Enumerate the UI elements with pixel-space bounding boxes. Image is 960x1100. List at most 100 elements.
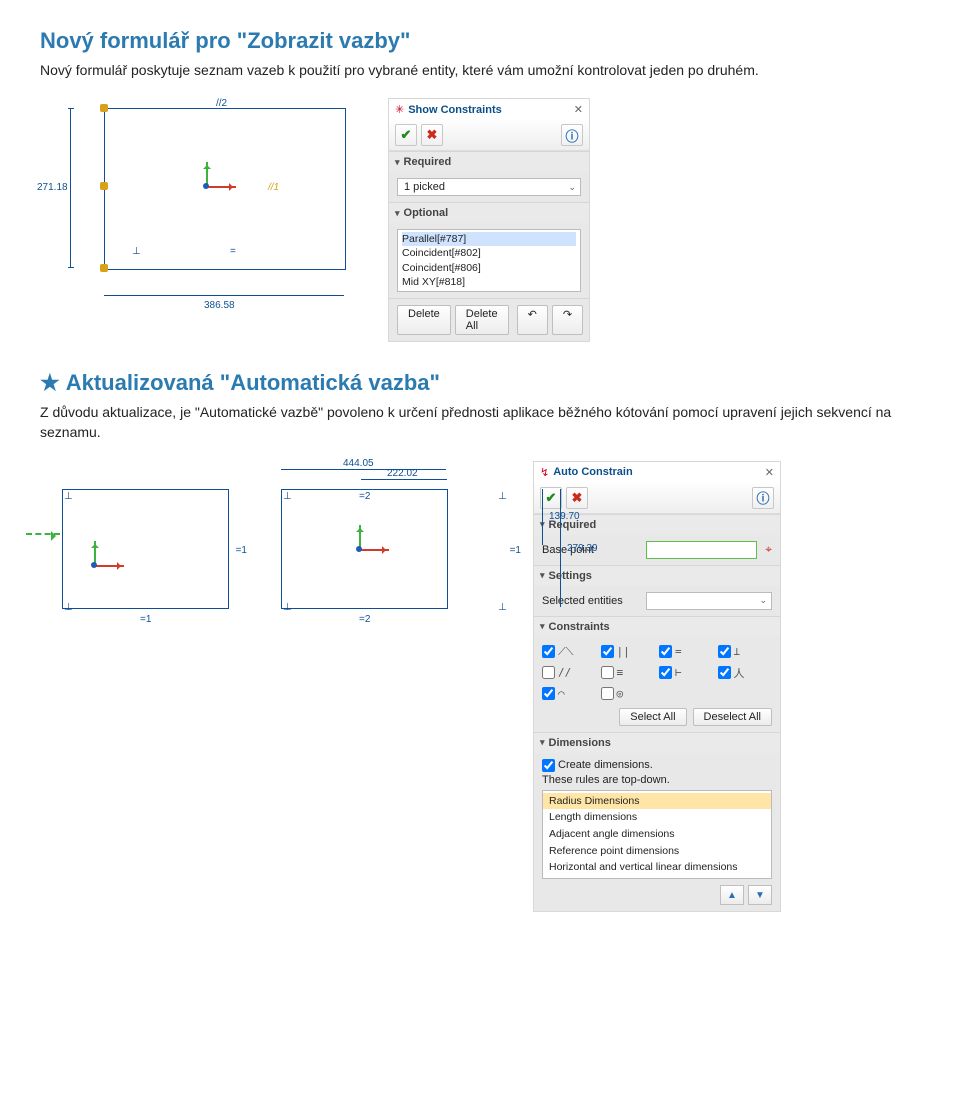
- constraint-checkbox-input[interactable]: [718, 645, 731, 658]
- constraint-checkbox[interactable]: ⌒: [542, 687, 597, 700]
- constraint-checkbox[interactable]: ⟋⟍: [542, 645, 597, 659]
- constraint-checkbox[interactable]: ||: [601, 645, 656, 659]
- eq-label: =2: [359, 491, 370, 502]
- constraint-checkbox-input[interactable]: [601, 645, 614, 658]
- constraint-checkbox-input[interactable]: [659, 666, 672, 679]
- constraint-symbol: ⌒: [558, 687, 565, 700]
- dlg2-constraints-head[interactable]: Constraints: [534, 617, 780, 637]
- heading-auto-constrain: ★Aktualizovaná "Automatická vazba": [40, 370, 920, 396]
- dlg1-constraints-list[interactable]: Parallel[#787] Coincident[#802] Coincide…: [397, 229, 581, 292]
- selent-label: Selected entities: [542, 595, 638, 607]
- constraint-checkbox-input[interactable]: [601, 666, 614, 679]
- marker: [100, 104, 108, 112]
- dimensions-list[interactable]: Radius Dimensions Length dimensions Adja…: [542, 790, 772, 879]
- cancel-button[interactable]: ✖: [566, 487, 588, 509]
- constraint-checkbox-input[interactable]: [542, 645, 555, 658]
- topdown-label: These rules are top-down.: [542, 774, 772, 786]
- cancel-button[interactable]: ✖: [421, 124, 443, 146]
- sketch1-dim-bottom: 386.58: [104, 295, 344, 296]
- move-down-button[interactable]: ▼: [748, 885, 772, 905]
- constraint-checkbox[interactable]: =: [659, 645, 714, 659]
- sketch2-right: 444.05 222.02 139.70 279.39 ⊥ ⊥ ⊥ ⊥ =1 =…: [259, 461, 519, 631]
- dim-half-value: 222.02: [387, 468, 418, 479]
- dlg2-dimensions-section: Dimensions Create dimensions. These rule…: [534, 732, 780, 911]
- selent-input[interactable]: ⌄: [646, 592, 772, 610]
- create-dims-label: Create dimensions.: [558, 759, 653, 771]
- marker: [100, 182, 108, 190]
- constraint-checkbox[interactable]: ⊢: [659, 665, 714, 681]
- constraint-checkbox-input[interactable]: [659, 645, 672, 658]
- constraint-checkbox-input[interactable]: [542, 687, 555, 700]
- constraint-symbol: ⊥: [734, 645, 741, 658]
- dim-h2-value: 279.39: [567, 543, 598, 554]
- dlg1-optional-section: Optional Parallel[#787] Coincident[#802]…: [389, 202, 589, 298]
- select-all-button[interactable]: Select All: [619, 708, 686, 726]
- list-item[interactable]: Reference point dimensions: [543, 843, 771, 860]
- sketch1-mid-right-label: //1: [268, 182, 279, 193]
- sketch2-left: ⊥ ⊥ =1 =1: [40, 461, 245, 631]
- create-dims-checkbox[interactable]: Create dimensions.: [542, 759, 772, 772]
- close-icon[interactable]: ✕: [765, 466, 774, 479]
- delete-all-button[interactable]: Delete All: [455, 305, 509, 335]
- list-item[interactable]: Parallel[#787]: [402, 232, 576, 246]
- info-button[interactable]: ⓘ: [561, 124, 583, 146]
- undo-button[interactable]: ↶: [517, 305, 548, 335]
- dlg1-required-value: 1 picked: [404, 181, 445, 193]
- dlg2-titlebar: ↯ Auto Constrain ✕: [534, 462, 780, 483]
- dlg2-title: Auto Constrain: [553, 466, 632, 478]
- target-icon[interactable]: ⌖: [765, 542, 772, 557]
- list-item[interactable]: Radius Dimensions: [543, 793, 771, 810]
- dlg1-optional-head[interactable]: Optional: [389, 203, 589, 223]
- constraint-checkbox[interactable]: ◎: [601, 687, 656, 700]
- deselect-all-button[interactable]: Deselect All: [693, 708, 772, 726]
- perp-icon: ⊥: [64, 491, 73, 502]
- dlg1-required-head[interactable]: Required: [389, 152, 589, 172]
- constraint-checkbox[interactable]: ⊥: [718, 645, 773, 659]
- chevron-down-icon[interactable]: ⌄: [759, 595, 767, 606]
- dlg2-settings-head[interactable]: Settings: [534, 566, 780, 586]
- dim-half: 222.02: [361, 479, 447, 480]
- sketch1-dim-bottom-value: 386.58: [204, 300, 235, 311]
- ok-button[interactable]: ✔: [395, 124, 417, 146]
- create-dims-input[interactable]: [542, 759, 555, 772]
- eq-label: =2: [359, 614, 370, 625]
- heading-show-constraints: Nový formulář pro "Zobrazit vazby": [40, 28, 920, 54]
- list-item[interactable]: Coincident[#806]: [402, 261, 576, 275]
- para-show-constraints: Nový formulář poskytuje seznam vazeb k p…: [40, 60, 920, 80]
- perp-icon: ⊥: [283, 602, 292, 613]
- constraint-symbol: ◎: [617, 687, 624, 700]
- info-button[interactable]: ⓘ: [752, 487, 774, 509]
- list-item[interactable]: Length dimensions: [543, 809, 771, 826]
- sketch1-dim-left-value: 271.18: [37, 182, 68, 193]
- dialog-auto-constrain: ↯ Auto Constrain ✕ ✔ ✖ ⓘ Required Base p…: [533, 461, 781, 912]
- constraint-checkbox[interactable]: ≡: [601, 665, 656, 681]
- close-icon[interactable]: ✕: [574, 103, 583, 116]
- constraint-checkbox-input[interactable]: [601, 687, 614, 700]
- redo-button[interactable]: ↷: [552, 305, 583, 335]
- constraint-checkbox-input[interactable]: [542, 666, 555, 679]
- chevron-down-icon[interactable]: ⌄: [568, 182, 576, 193]
- constraint-checkbox-input[interactable]: [718, 666, 731, 679]
- constraint-checkbox[interactable]: //: [542, 665, 597, 681]
- dlg2-settings-section: Settings Selected entities ⌄: [534, 565, 780, 616]
- list-item[interactable]: Horizontal and vertical linear dimension…: [543, 859, 771, 876]
- perp-icon: ⊥: [498, 491, 507, 502]
- eq-label: =1: [236, 545, 247, 556]
- list-item[interactable]: Coincident[#802]: [402, 246, 576, 260]
- list-item[interactable]: Mid XY[#818]: [402, 275, 576, 289]
- list-item[interactable]: Adjacent angle dimensions: [543, 826, 771, 843]
- dlg1-required-field[interactable]: 1 picked ⌄: [397, 178, 581, 196]
- dlg2-dimensions-head[interactable]: Dimensions: [534, 733, 780, 753]
- sketch1-dim-left: 271.18: [70, 108, 71, 268]
- move-up-button[interactable]: ▲: [720, 885, 744, 905]
- dim-top: 444.05: [281, 469, 446, 470]
- delete-button[interactable]: Delete: [397, 305, 451, 335]
- ok-button[interactable]: ✔: [540, 487, 562, 509]
- perp-icon: ⊥: [498, 602, 507, 613]
- constraint-checkbox[interactable]: 人: [718, 665, 773, 681]
- basepoint-input[interactable]: [646, 541, 757, 559]
- dlg1-app-icon: ✳: [395, 103, 404, 116]
- eq-label: =1: [140, 614, 151, 625]
- constraint-symbol: ⟋⟍: [558, 645, 573, 659]
- perp-icon: ⊥: [283, 491, 292, 502]
